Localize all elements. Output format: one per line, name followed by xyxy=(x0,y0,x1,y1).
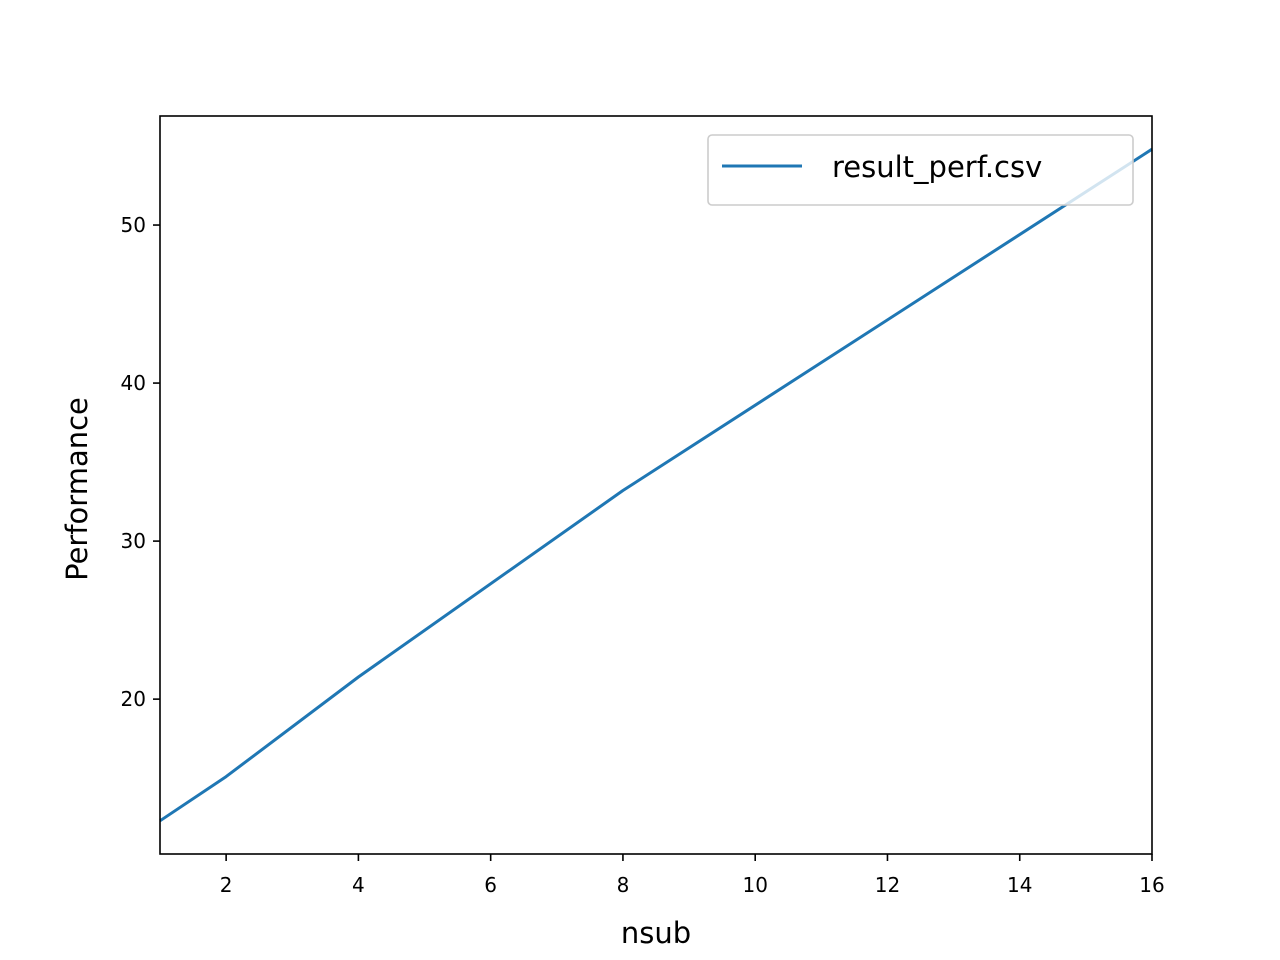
x-axis-label: nsub xyxy=(621,916,691,950)
x-tick-label: 14 xyxy=(1007,873,1032,897)
x-tick-label: 16 xyxy=(1139,873,1164,897)
x-tick-label: 8 xyxy=(617,873,630,897)
legend-box xyxy=(707,134,1134,206)
y-tick-label: 40 xyxy=(121,371,146,395)
x-tick-label: 4 xyxy=(352,873,365,897)
series-line-0 xyxy=(159,147,1153,823)
x-tick-label: 12 xyxy=(875,873,900,897)
plot-area xyxy=(159,147,1153,823)
x-tick-label: 2 xyxy=(220,873,233,897)
y-axis-label: Performance xyxy=(60,397,94,581)
legend: result_perf.csv xyxy=(707,134,1134,206)
axes-frame xyxy=(159,115,1153,855)
x-tick-label: 10 xyxy=(742,873,767,897)
y-tick-label: 20 xyxy=(121,687,146,711)
x-axis-ticks: 2 4 6 8 10 12 14 16 xyxy=(220,854,1165,897)
y-tick-label: 50 xyxy=(121,213,146,237)
legend-label: result_perf.csv xyxy=(832,150,1042,184)
y-axis-ticks: 20 30 40 50 xyxy=(121,213,160,711)
y-tick-label: 30 xyxy=(121,529,146,553)
x-tick-label: 6 xyxy=(484,873,497,897)
